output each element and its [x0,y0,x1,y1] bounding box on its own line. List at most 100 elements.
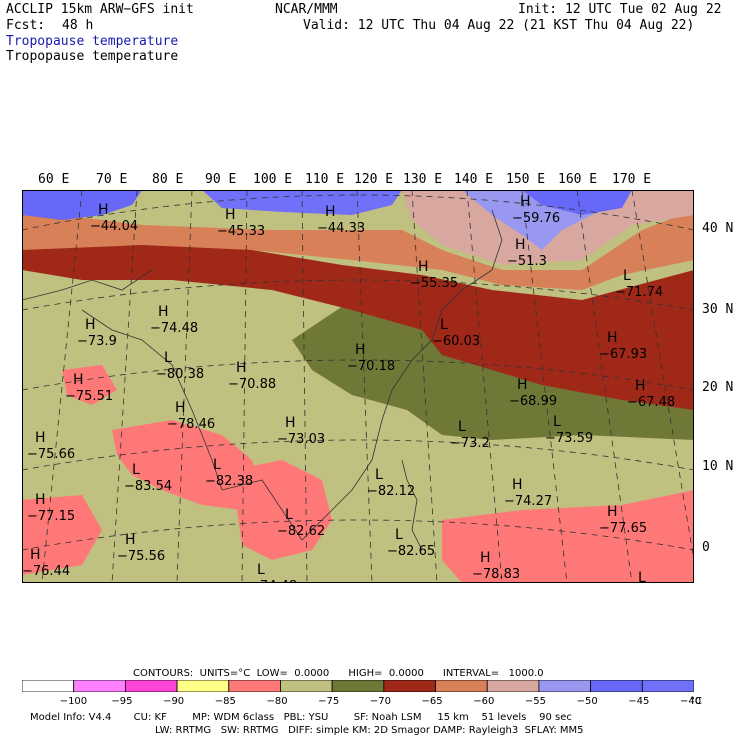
marker-value: −76.44 [22,564,70,579]
legend-swatch [383,680,436,692]
marker-value: −45.33 [217,224,265,239]
marker-letter: L [285,507,293,523]
lon-label: 80 E [152,172,184,187]
lat-label: 10 N [702,459,734,474]
center-label: NCAR/MMM [275,2,338,17]
legend-unit: °C [690,696,702,707]
marker-letter: H [236,360,247,376]
marker-letter: L [458,419,466,435]
marker-value: −70.88 [228,377,276,392]
legend-swatch [538,680,592,692]
orange-region [22,210,694,290]
marker-value: −73.2 [450,436,490,451]
marker-letter: L [375,467,383,483]
marker-letter: L [440,317,448,333]
salmon-region-pacific [442,490,694,583]
legend-swatch [228,680,281,692]
legend-tick: −75 [318,696,340,707]
marker-value: −67.48 [627,395,675,410]
marker-letter: H [98,202,109,218]
legend-swatch [124,680,178,692]
high-low-markers: H−44.04H−45.33H−44.33H−59.76H−51.3H−55.3… [22,194,675,583]
legend-tick: −65 [421,696,443,707]
legend-swatch [590,680,643,692]
legend-swatch [641,680,694,692]
lon-label: 130 E [403,172,443,187]
marker-value: −80.38 [156,367,204,382]
marker-value: −74.27 [504,494,552,509]
tropopause-temperature-map: H−44.04H−45.33H−44.33H−59.76H−51.3H−55.3… [22,190,694,583]
marker-letter: L [623,268,631,284]
dark-red-region [22,230,694,410]
legend-swatch [73,680,126,692]
legend-swatch [331,680,385,692]
lat-label: 0 [702,540,710,555]
marker-letter: H [635,378,646,394]
lon-label: 150 E [506,172,546,187]
salmon-region-sw [22,495,102,575]
marker-letter: L [213,457,221,473]
marker-value: −82.38 [205,474,253,489]
marker-value: −77.65 [599,521,647,536]
marker-value: −73.59 [545,431,593,446]
marker-value: −83.54 [124,479,172,494]
blue-region-nw [22,190,142,220]
marker-value: −70.18 [347,359,395,374]
field-title: Tropopause temperature [6,49,179,64]
legend-tick: −40 [680,696,702,707]
marker-letter: H [418,259,429,275]
model-title: ACCLIP 15km ARW−GFS init [6,2,194,17]
marker-value: −44.33 [317,221,365,236]
fcst-value: 48 h [62,18,94,33]
legend-tick: −60 [473,696,495,707]
salmon-region-india [112,420,262,510]
marker-letter: H [517,377,528,393]
marker-value: −75.51 [65,389,113,404]
marker-letter: L [132,462,140,478]
marker-letter: H [325,204,336,220]
legend-swatch [435,680,488,692]
lon-label: 160 E [558,172,598,187]
marker-value: −74.48 [150,321,198,336]
marker-letter: H [35,492,46,508]
marker-value: −44.04 [90,219,138,234]
fcst-label: Fcst: [6,18,46,33]
marker-letter: H [158,304,169,320]
marker-value: −78.83 [472,567,520,582]
graticule [22,190,694,583]
marker-letter: H [515,237,526,253]
marker-value: −59.76 [512,211,560,226]
marker-value: −71.74 [615,285,663,300]
marker-letter: H [125,532,136,548]
marker-letter: H [35,430,46,446]
marker-letter: L [395,527,403,543]
lon-label: 60 E [38,172,70,187]
marker-value: −75.66 [27,447,75,462]
legend-tick: −80 [266,696,288,707]
marker-letter: H [175,400,186,416]
init-time: Init: 12 UTC Tue 02 Aug 22 [518,2,722,17]
field-title-blue: Tropopause temperature [6,34,179,49]
marker-letter: H [285,415,296,431]
lat-label: 20 N [702,380,734,395]
marker-letter: H [73,372,84,388]
legend-swatch [280,680,333,692]
legend-tick: −85 [214,696,236,707]
marker-value: −75.56 [117,549,165,564]
blue-region-ne [522,190,632,215]
lon-label: 90 E [205,172,237,187]
lon-label: 70 E [96,172,128,187]
marker-value: −73.9 [77,334,117,349]
legend-tick: −100 [59,696,88,707]
marker-value: −51.3 [507,254,547,269]
legend-tick: −55 [524,696,547,707]
legend-tick: −50 [576,696,598,707]
marker-value: −73.03 [277,432,325,447]
marker-letter: H [85,317,96,333]
lon-label: 140 E [454,172,494,187]
physics-info: LW: RRTMG SW: RRTMG DIFF: simple KM: 2D … [155,725,584,736]
color-legend [22,680,694,692]
marker-letter: H [30,547,41,563]
marker-value: −78.46 [167,417,215,432]
marker-letter: H [355,342,366,358]
